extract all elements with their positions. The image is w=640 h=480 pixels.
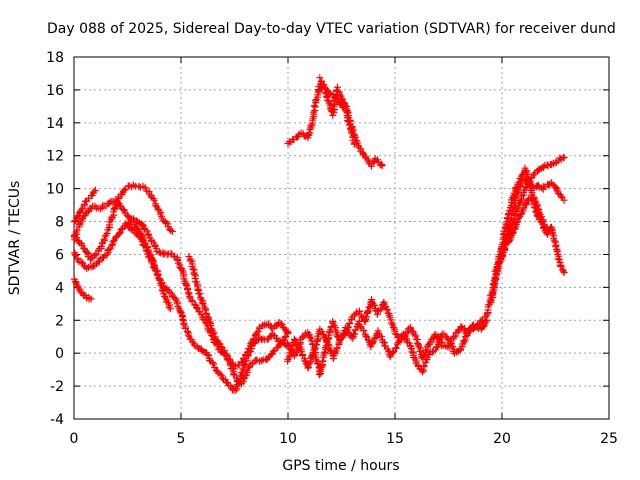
data-markers <box>185 253 292 373</box>
series-track-11 <box>316 74 358 148</box>
chart-title: Day 088 of 2025, Sidereal Day-to-day VTE… <box>47 21 616 37</box>
data-markers <box>316 74 358 148</box>
y-tick-label: 2 <box>55 313 64 329</box>
series-track-7 <box>185 253 292 373</box>
series-track-5 <box>70 275 95 303</box>
grid <box>74 57 609 419</box>
y-tick-label: 16 <box>46 83 64 99</box>
x-tick-label: 5 <box>177 431 186 447</box>
x-tick-label: 20 <box>493 431 511 447</box>
y-tick-label: 4 <box>55 280 64 296</box>
plot-frame <box>73 56 610 420</box>
x-tick-label: 25 <box>600 431 618 447</box>
x-tick-label: 0 <box>70 431 79 447</box>
x-axis-label: GPS time / hours <box>282 458 399 474</box>
data-markers <box>70 275 95 303</box>
x-tick-label: 10 <box>279 431 297 447</box>
data-markers <box>505 194 553 246</box>
series-track-9 <box>284 316 491 376</box>
y-tick-label: 12 <box>46 149 64 165</box>
axis-ticks: 0 5 10 15 20 25 -4 -2 0 2 4 6 8 10 12 14 16 18 <box>46 50 618 447</box>
y-tick-label: 10 <box>46 182 64 198</box>
data-markers <box>284 296 491 379</box>
series-track-1 <box>70 186 99 225</box>
y-tick-label: -2 <box>50 379 64 395</box>
y-tick-label: -4 <box>50 412 64 428</box>
y-tick-label: 18 <box>46 50 64 66</box>
series-track-8 <box>284 296 491 379</box>
data-markers <box>70 186 99 225</box>
series-track-15 <box>505 194 553 246</box>
data-points <box>70 74 568 394</box>
y-tick-label: 8 <box>55 215 64 231</box>
x-tick-label: 15 <box>386 431 404 447</box>
y-tick-label: 6 <box>55 247 64 263</box>
series-track-6 <box>124 218 174 313</box>
data-markers <box>124 218 174 313</box>
y-tick-label: 14 <box>46 116 64 132</box>
y-axis-label: SDTVAR / TECUs <box>7 181 23 296</box>
y-tick-label: 0 <box>55 346 64 362</box>
data-markers <box>284 316 491 376</box>
